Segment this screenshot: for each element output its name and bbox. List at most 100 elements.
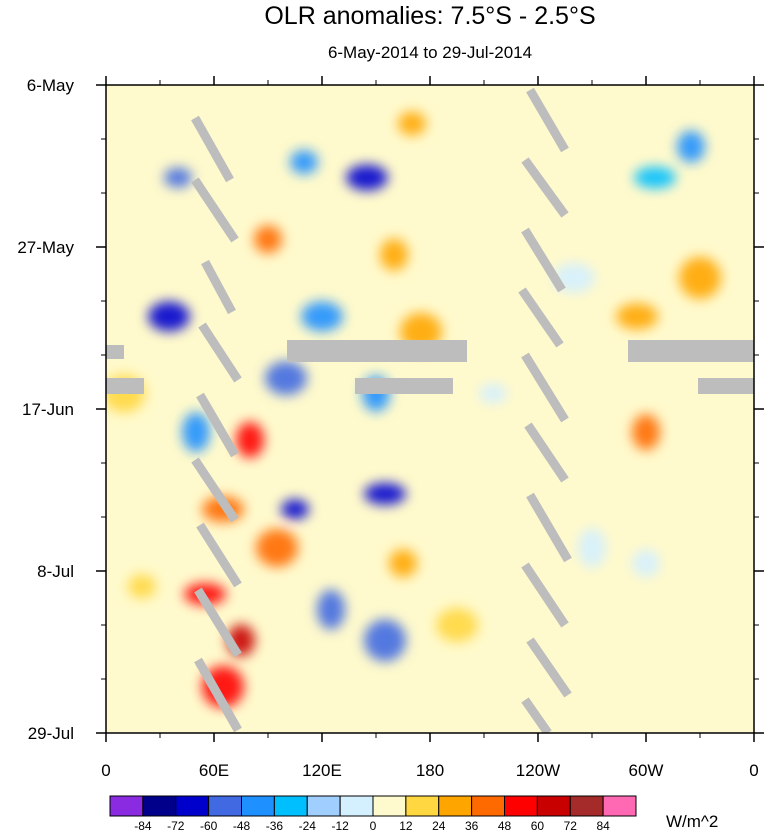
- colorbar-label: 12: [399, 819, 413, 833]
- x-tick-label: 0: [749, 761, 758, 780]
- missing-data-streak: [196, 392, 239, 458]
- plot-background: [106, 85, 754, 733]
- colorbar-label: 72: [564, 819, 578, 833]
- missing-data-streak: [526, 87, 569, 153]
- x-tick-label: 60E: [199, 761, 229, 780]
- colorbar-swatch: [471, 795, 505, 817]
- colorbar-swatch: [208, 795, 242, 817]
- missing-data-streak: [518, 287, 564, 348]
- anomaly-cell: [380, 238, 408, 271]
- colorbar-label: 24: [432, 819, 446, 833]
- anomaly-cell: [148, 301, 190, 332]
- colorbar-label: -36: [266, 819, 284, 833]
- anomaly-cell: [128, 574, 156, 599]
- colorbar-swatch: [504, 795, 538, 817]
- anomaly-cell: [677, 130, 705, 163]
- y-tick-label: 6-May: [27, 76, 75, 95]
- colorbar-swatch: [569, 795, 604, 817]
- colorbar-label: -12: [331, 819, 349, 833]
- colorbar-swatch: [405, 795, 440, 817]
- anomaly-cell: [632, 414, 660, 451]
- x-tick-label: 120W: [516, 761, 560, 780]
- missing-data-streak: [191, 115, 234, 183]
- chart-title: OLR anomalies: 7.5°S - 2.5°S: [264, 2, 595, 30]
- missing-data-streak: [194, 657, 242, 733]
- anomaly-cell: [479, 383, 507, 404]
- anomaly-cell: [290, 150, 318, 175]
- missing-data-streak: [196, 522, 242, 588]
- y-tick-label: 29-Jul: [28, 724, 74, 743]
- colorbar: -84 -72 -60 -48 -36 -24 -12 0 12 24 36 48 60 72 84: [109, 795, 637, 833]
- anomaly-cell: [436, 608, 478, 642]
- missing-data-layer: [106, 87, 754, 733]
- colorbar-label: 36: [465, 819, 479, 833]
- missing-data-streak: [521, 157, 569, 218]
- y-tick-label: 8-Jul: [37, 562, 74, 581]
- missing-data-streak: [191, 457, 239, 523]
- colorbar-swatch: [536, 795, 571, 817]
- x-tick-label: 120E: [302, 761, 342, 780]
- missing-data-swath: [628, 340, 754, 362]
- missing-data-swath: [698, 378, 754, 394]
- anomaly-cell: [398, 111, 426, 136]
- colorbar-swatch: [339, 795, 374, 817]
- colorbar-label: -72: [167, 819, 185, 833]
- anomaly-cell: [317, 589, 345, 630]
- colorbar-swatch: [142, 795, 177, 817]
- anomaly-cell: [364, 482, 406, 505]
- anomaly-cell: [301, 301, 343, 332]
- anomaly-cell: [389, 549, 417, 578]
- missing-data-streak: [524, 422, 569, 483]
- missing-data-streak: [526, 492, 572, 563]
- anomaly-cell: [364, 619, 406, 662]
- missing-data-swath: [287, 340, 467, 362]
- x-tick-label: 180: [416, 761, 444, 780]
- colorbar-label: 84: [596, 819, 610, 833]
- missing-data-swath: [106, 345, 124, 359]
- y-tick-label: 17-Jun: [22, 400, 74, 419]
- plot-area: [106, 85, 754, 733]
- anomaly-cell: [281, 499, 309, 520]
- anomaly-cell: [265, 361, 307, 396]
- colorbar-swatch: [306, 795, 341, 817]
- chart-subtitle: 6-May-2014 to 29-Jul-2014: [328, 43, 532, 62]
- colorbar-label: -24: [299, 819, 317, 833]
- missing-data-streak: [194, 587, 242, 658]
- missing-data-streak: [191, 177, 239, 243]
- anomaly-cell: [679, 256, 721, 299]
- colorbar-label: -48: [233, 819, 251, 833]
- colorbar-swatch: [241, 795, 275, 817]
- anomaly-cell: [164, 167, 192, 188]
- colorbar-label: 0: [370, 819, 377, 833]
- colorbar-swatch: [602, 795, 637, 817]
- anomaly-cell: [578, 527, 606, 568]
- anomaly-cell: [236, 421, 264, 458]
- colorbar-units: W/m^2: [666, 812, 718, 831]
- x-axis: 0 60E 120E 180 120W 60W 0: [101, 76, 759, 780]
- colorbar-swatch: [372, 795, 407, 817]
- anomaly-cell: [254, 225, 282, 254]
- missing-data-streak: [526, 637, 572, 698]
- missing-data-swath: [355, 378, 453, 394]
- colorbar-label: -60: [200, 819, 218, 833]
- anomaly-cell: [346, 164, 388, 191]
- anomaly-cell: [202, 665, 244, 708]
- y-tick-label: 27-May: [17, 238, 74, 257]
- missing-data-streak: [201, 259, 236, 315]
- anomaly-cell: [632, 549, 660, 578]
- x-tick-label: 60W: [629, 761, 664, 780]
- missing-data-streak: [521, 562, 569, 628]
- colorbar-label: 48: [498, 819, 512, 833]
- anomaly-layer: [106, 111, 721, 708]
- colorbar-label: 60: [531, 819, 545, 833]
- colorbar-swatch: [109, 795, 144, 817]
- missing-data-streaks: [191, 87, 572, 733]
- missing-data-streak: [521, 227, 566, 293]
- missing-data-swath: [106, 378, 144, 394]
- missing-data-streak: [198, 322, 242, 383]
- colorbar-swatch: [273, 795, 308, 817]
- anomaly-cell: [634, 166, 676, 189]
- colorbar-swatch: [175, 795, 210, 817]
- y-axis: 6-May 27-May 17-Jun 8-Jul 29-Jul: [17, 76, 764, 743]
